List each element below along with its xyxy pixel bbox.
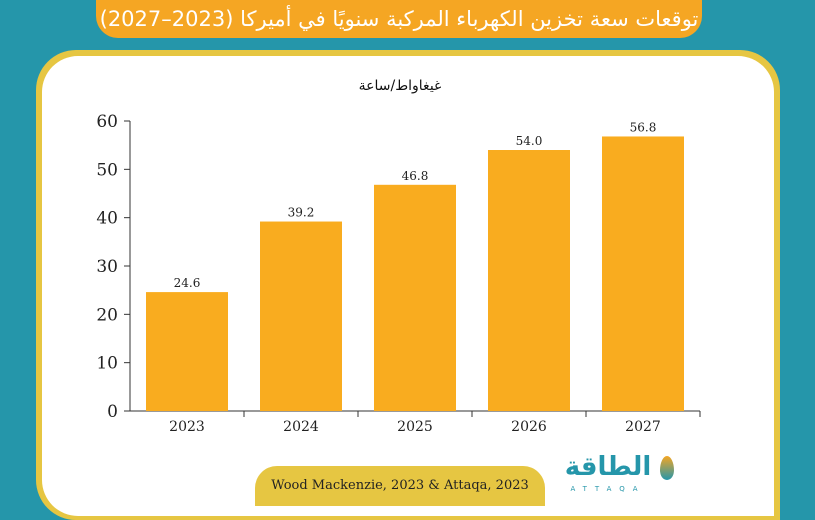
y-tick-label: 50 <box>96 160 118 180</box>
x-tick-label: 2025 <box>397 419 433 435</box>
data-label-2023: 24.6 <box>174 276 201 290</box>
bar-2026 <box>488 150 570 411</box>
y-tick-label: 10 <box>96 354 118 374</box>
y-axis-unit-label: غيغاواط/ساعة <box>358 78 442 94</box>
title-banner: توقعات سعة تخزين الكهرباء المركبة سنويًا… <box>96 0 702 38</box>
attaqa-logo: الطاقة ATTAQA <box>558 452 678 498</box>
y-tick-label: 60 <box>96 112 118 132</box>
x-tick-label: 2024 <box>283 419 319 435</box>
y-tick-label: 30 <box>96 257 118 277</box>
source-label: Wood Mackenzie, 2023 & Attaqa, 2023 <box>255 466 545 506</box>
x-tick-label: 2026 <box>511 419 547 435</box>
y-tick-label: 0 <box>107 402 118 422</box>
bar-2023 <box>146 292 228 411</box>
y-tick-label: 40 <box>96 209 118 229</box>
data-label-2026: 54.0 <box>516 134 543 148</box>
x-tick-label: 2023 <box>169 419 205 435</box>
y-tick-label: 20 <box>96 305 118 325</box>
bar-2024 <box>260 221 342 411</box>
x-tick-label: 2027 <box>625 419 661 435</box>
bar-2025 <box>374 184 456 411</box>
data-label-2025: 46.8 <box>402 169 429 183</box>
data-label-2027: 56.8 <box>630 120 657 134</box>
data-label-2024: 39.2 <box>288 206 315 220</box>
bar-2027 <box>602 136 684 411</box>
chart-title: توقعات سعة تخزين الكهرباء المركبة سنويًا… <box>99 7 699 31</box>
bar-chart: 0 10 20 30 40 50 60 24.6 2023 39.2 2024 46.8 2025 54.… <box>96 112 701 435</box>
logo-latin-text: ATTAQA <box>570 485 646 493</box>
logo-arabic-text: الطاقة <box>564 452 652 482</box>
logo-drop-icon <box>660 456 674 480</box>
